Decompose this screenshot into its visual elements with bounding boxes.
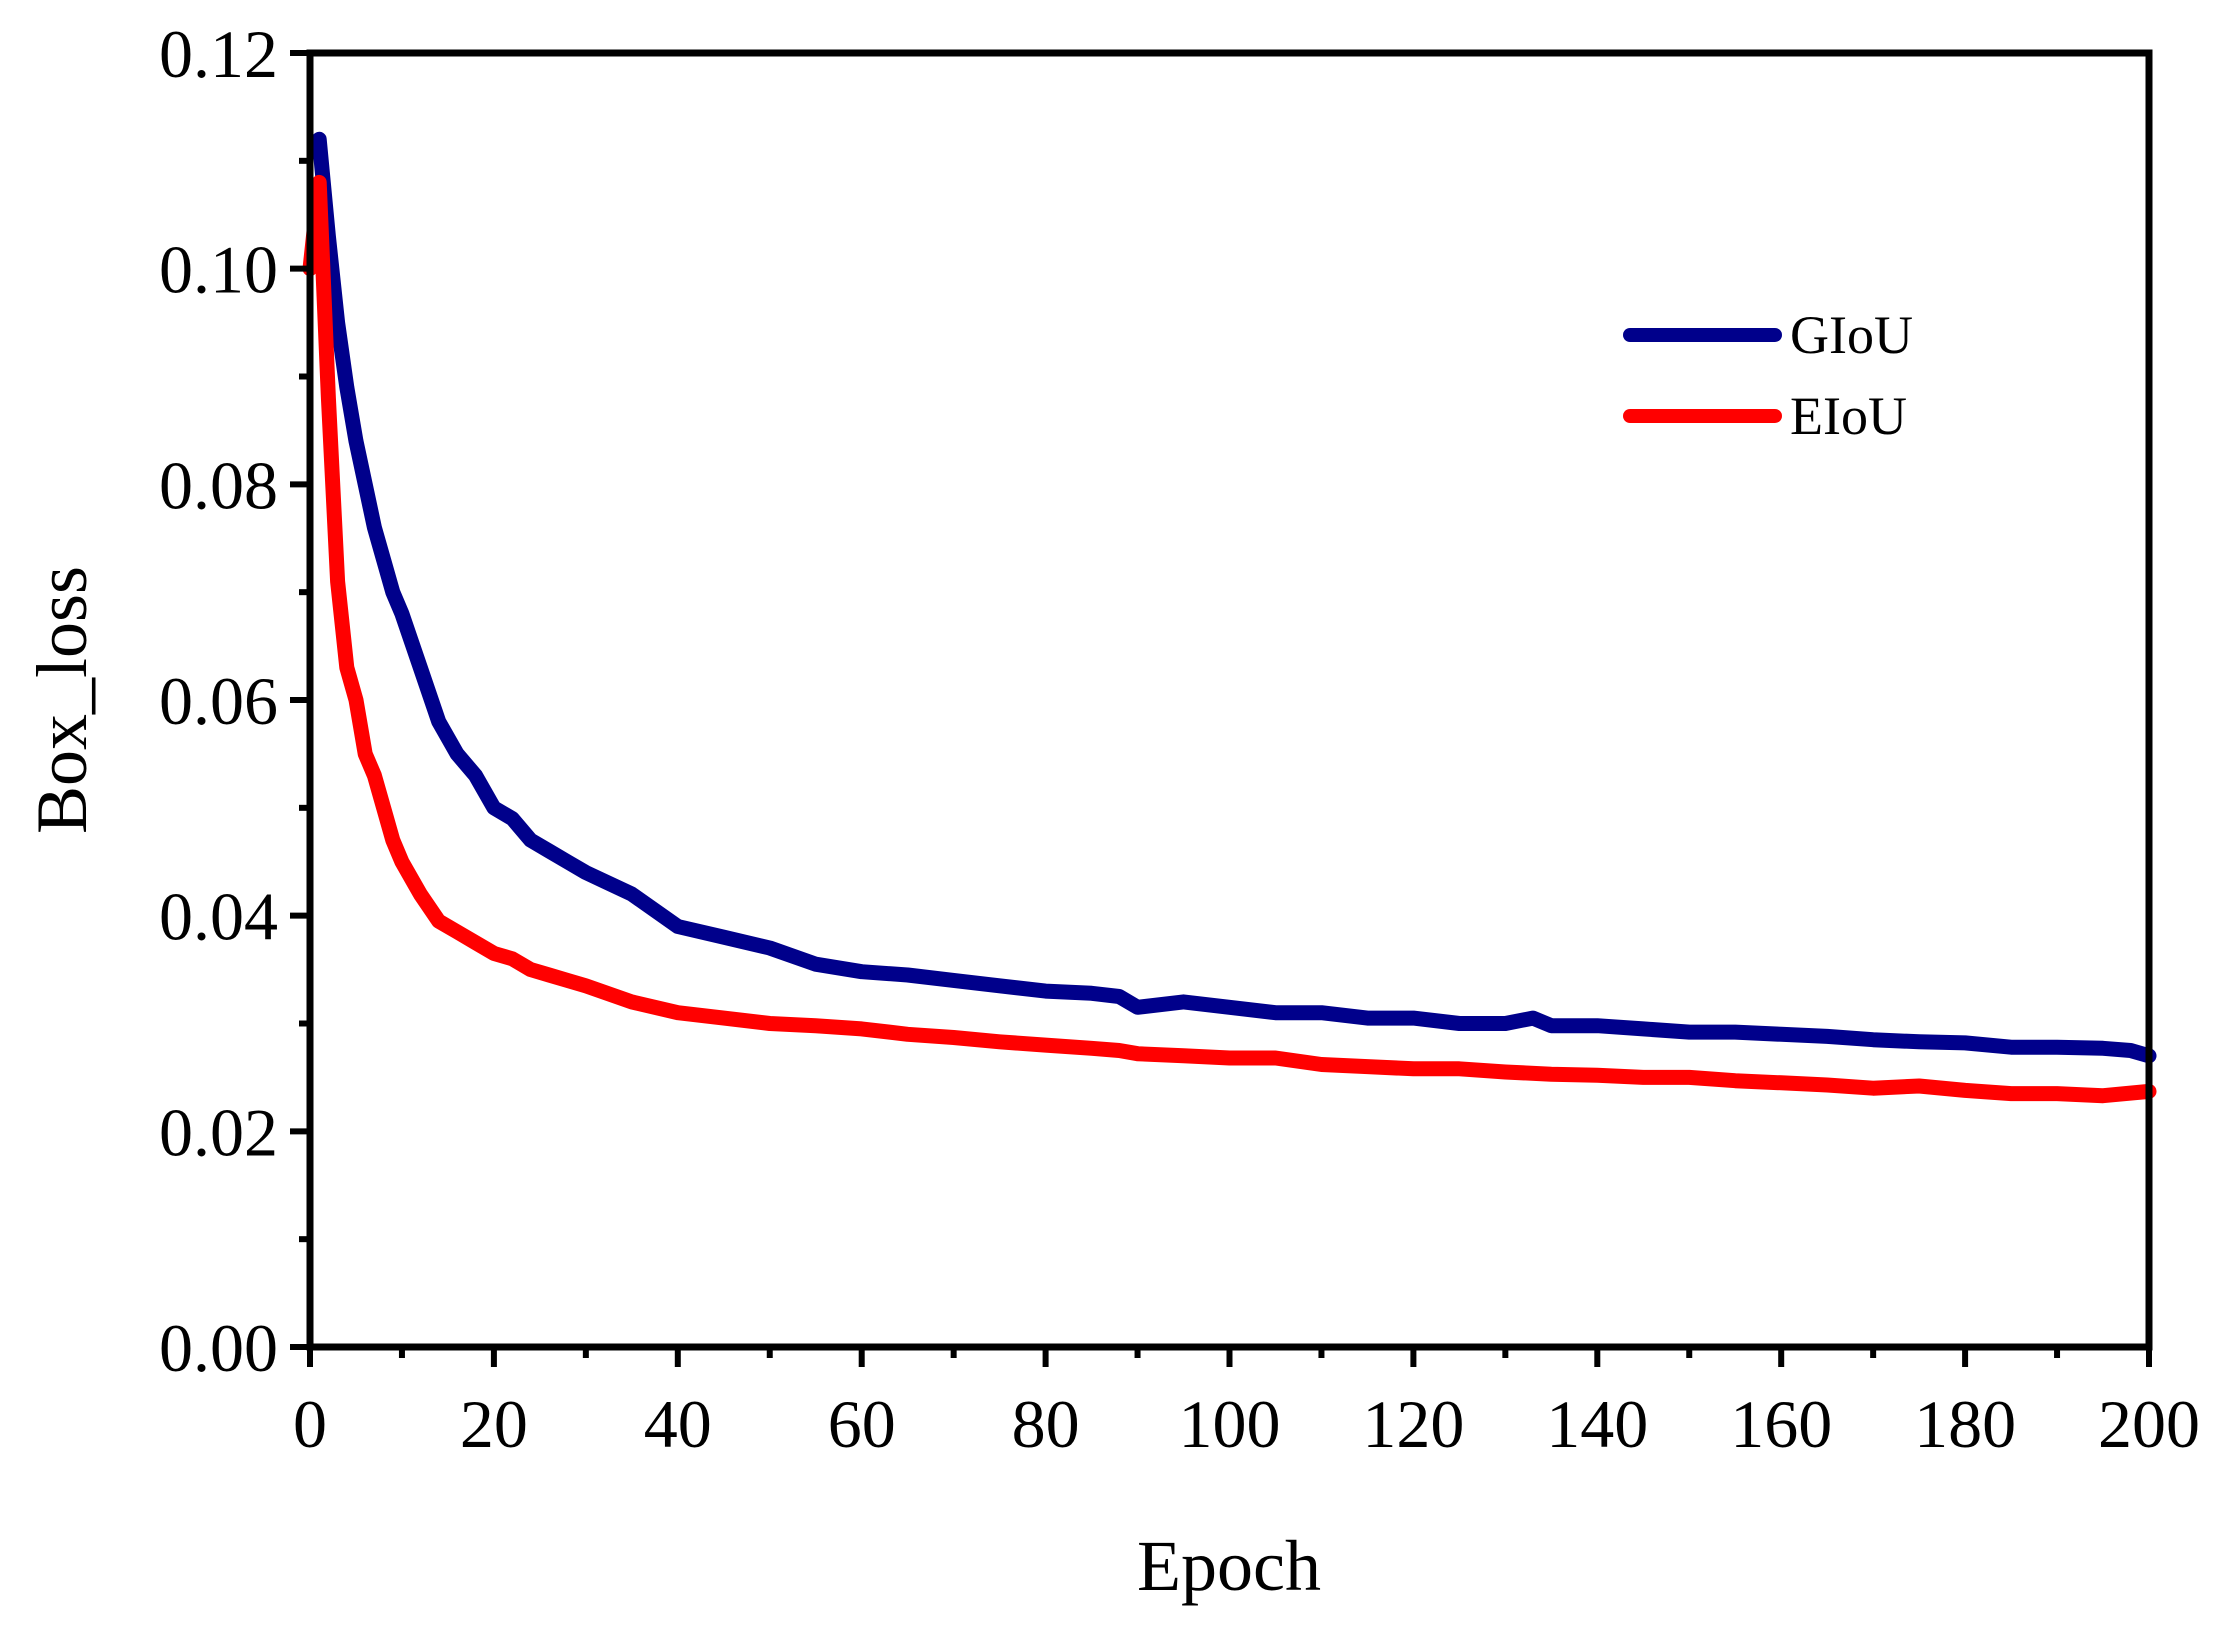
series-layer <box>302 131 2157 1104</box>
x-tick-label: 0 <box>293 1386 327 1462</box>
ticks-layer <box>290 50 2152 1367</box>
y-tick-label: 0.06 <box>159 663 278 739</box>
tick-labels-layer: 0 20 40 60 80 100 120 140 160 180 200 0.00 0.02 0.04 0… <box>159 16 2200 1462</box>
legend-label-eiou: EIoU <box>1790 386 1907 446</box>
x-tick-label: 60 <box>828 1386 896 1462</box>
x-tick-label: 100 <box>1179 1386 1281 1462</box>
x-tick-label: 140 <box>1546 1386 1648 1462</box>
x-tick-label: 20 <box>460 1386 528 1462</box>
y-tick-label: 0.02 <box>159 1094 278 1170</box>
x-tick-label: 120 <box>1362 1386 1464 1462</box>
y-tick-label: 0.04 <box>159 879 278 955</box>
x-tick-label: 180 <box>1914 1386 2016 1462</box>
y-tick-label: 0.00 <box>159 1310 278 1386</box>
x-axis-title: Epoch <box>1137 1526 1321 1606</box>
x-tick-label: 160 <box>1730 1386 1832 1462</box>
y-tick-label: 0.10 <box>159 232 278 308</box>
y-tick-label: 0.08 <box>159 447 278 523</box>
x-tick-label: 80 <box>1012 1386 1080 1462</box>
x-tick-label: 200 <box>2098 1386 2200 1462</box>
x-tick-label: 40 <box>644 1386 712 1462</box>
y-axis-title: Box_loss <box>22 566 102 834</box>
series-line-eiou <box>302 174 2157 1104</box>
legend: GIoU EIoU <box>1623 305 1913 446</box>
series-line-giou <box>311 131 2157 1064</box>
legend-label-giou: GIoU <box>1790 305 1913 365</box>
y-tick-label: 0.12 <box>159 16 278 92</box>
